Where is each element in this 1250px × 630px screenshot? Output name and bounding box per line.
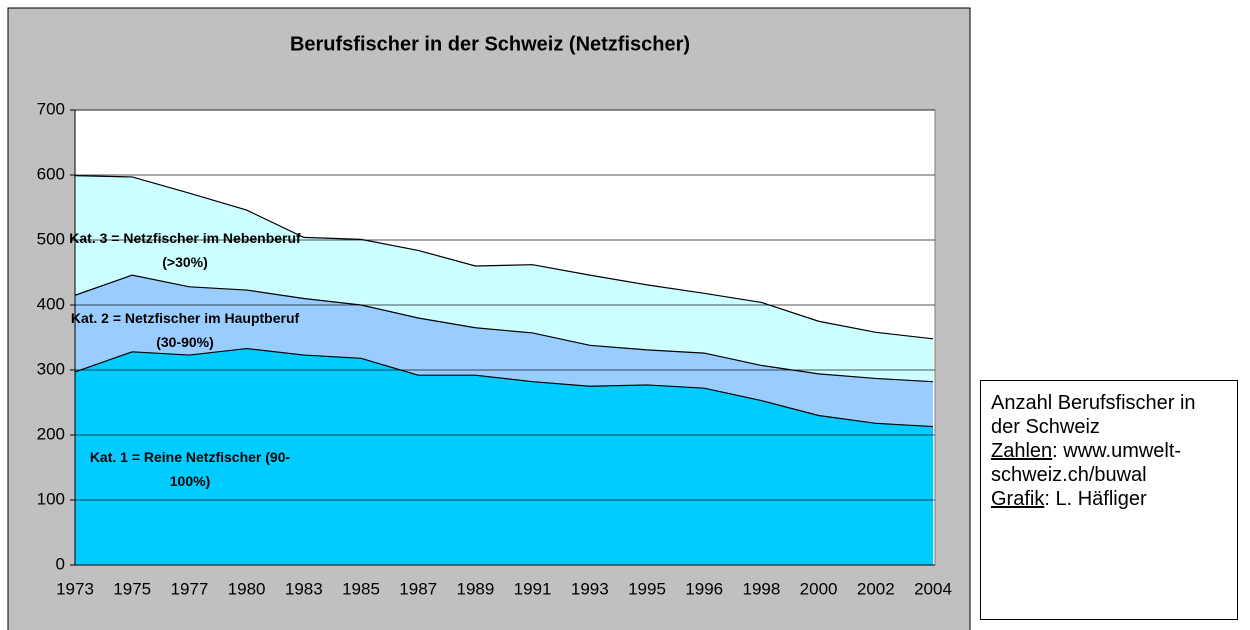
x-tick-label: 2002 [857, 579, 895, 598]
area-outline [74, 175, 934, 340]
area [75, 275, 933, 427]
y-tick-label: 600 [37, 164, 65, 183]
y-tick-label: 400 [37, 294, 65, 313]
chart-title: Berufsfischer in der Schweiz (Netzfische… [290, 33, 690, 55]
x-tick-label: 1977 [170, 579, 208, 598]
x-tick-label: 1983 [285, 579, 323, 598]
box-title: Anzahl Berufsfischer in der Schweiz [991, 392, 1196, 438]
x-tick-label: 1991 [514, 579, 552, 598]
x-tick-label: 1985 [342, 579, 380, 598]
source-box: Anzahl Berufsfischer in der Schweiz Zahl… [980, 380, 1238, 620]
series-label: Kat. 3 = Netzfischer im Nebenberuf (>30%… [69, 230, 301, 270]
series-label: Kat. 2 = Netzfischer im Hauptberuf (30-9… [70, 310, 300, 350]
x-tick-label: 1975 [113, 579, 151, 598]
area-outline [74, 347, 934, 428]
y-tick-label: 0 [56, 554, 65, 573]
x-tick-label: 1980 [228, 579, 266, 598]
sep: : [1052, 440, 1058, 462]
source-label: Zahlen [991, 440, 1053, 462]
sep: : [1044, 488, 1050, 510]
source-line: Zahlen: www.umwelt-schweiz.ch/buwal [991, 439, 1227, 487]
area-outline [74, 274, 934, 383]
area [75, 348, 933, 565]
y-tick-label: 500 [37, 229, 65, 248]
area [75, 175, 933, 382]
credit-line: Grafik: L. Häfliger [991, 487, 1227, 511]
series-label: Kat. 1 = Reine Netzfischer (90-100%) [89, 449, 291, 489]
x-tick-label: 2000 [800, 579, 838, 598]
x-tick-label: 1995 [628, 579, 666, 598]
x-tick-label: 2004 [914, 579, 952, 598]
x-tick-label: 1989 [456, 579, 494, 598]
x-tick-label: 1996 [685, 579, 723, 598]
y-tick-label: 300 [37, 359, 65, 378]
x-tick-label: 1987 [399, 579, 437, 598]
x-tick-label: 1998 [742, 579, 780, 598]
x-tick-label: 1973 [56, 579, 94, 598]
source: www.umwelt-schweiz.ch/buwal [991, 440, 1182, 486]
credit-label: Grafik [991, 488, 1045, 510]
x-tick-label: 1993 [571, 579, 609, 598]
y-tick-label: 200 [37, 424, 65, 443]
credit: L. Häfliger [1055, 488, 1147, 510]
y-tick-label: 700 [37, 99, 65, 118]
y-tick-label: 100 [37, 489, 65, 508]
